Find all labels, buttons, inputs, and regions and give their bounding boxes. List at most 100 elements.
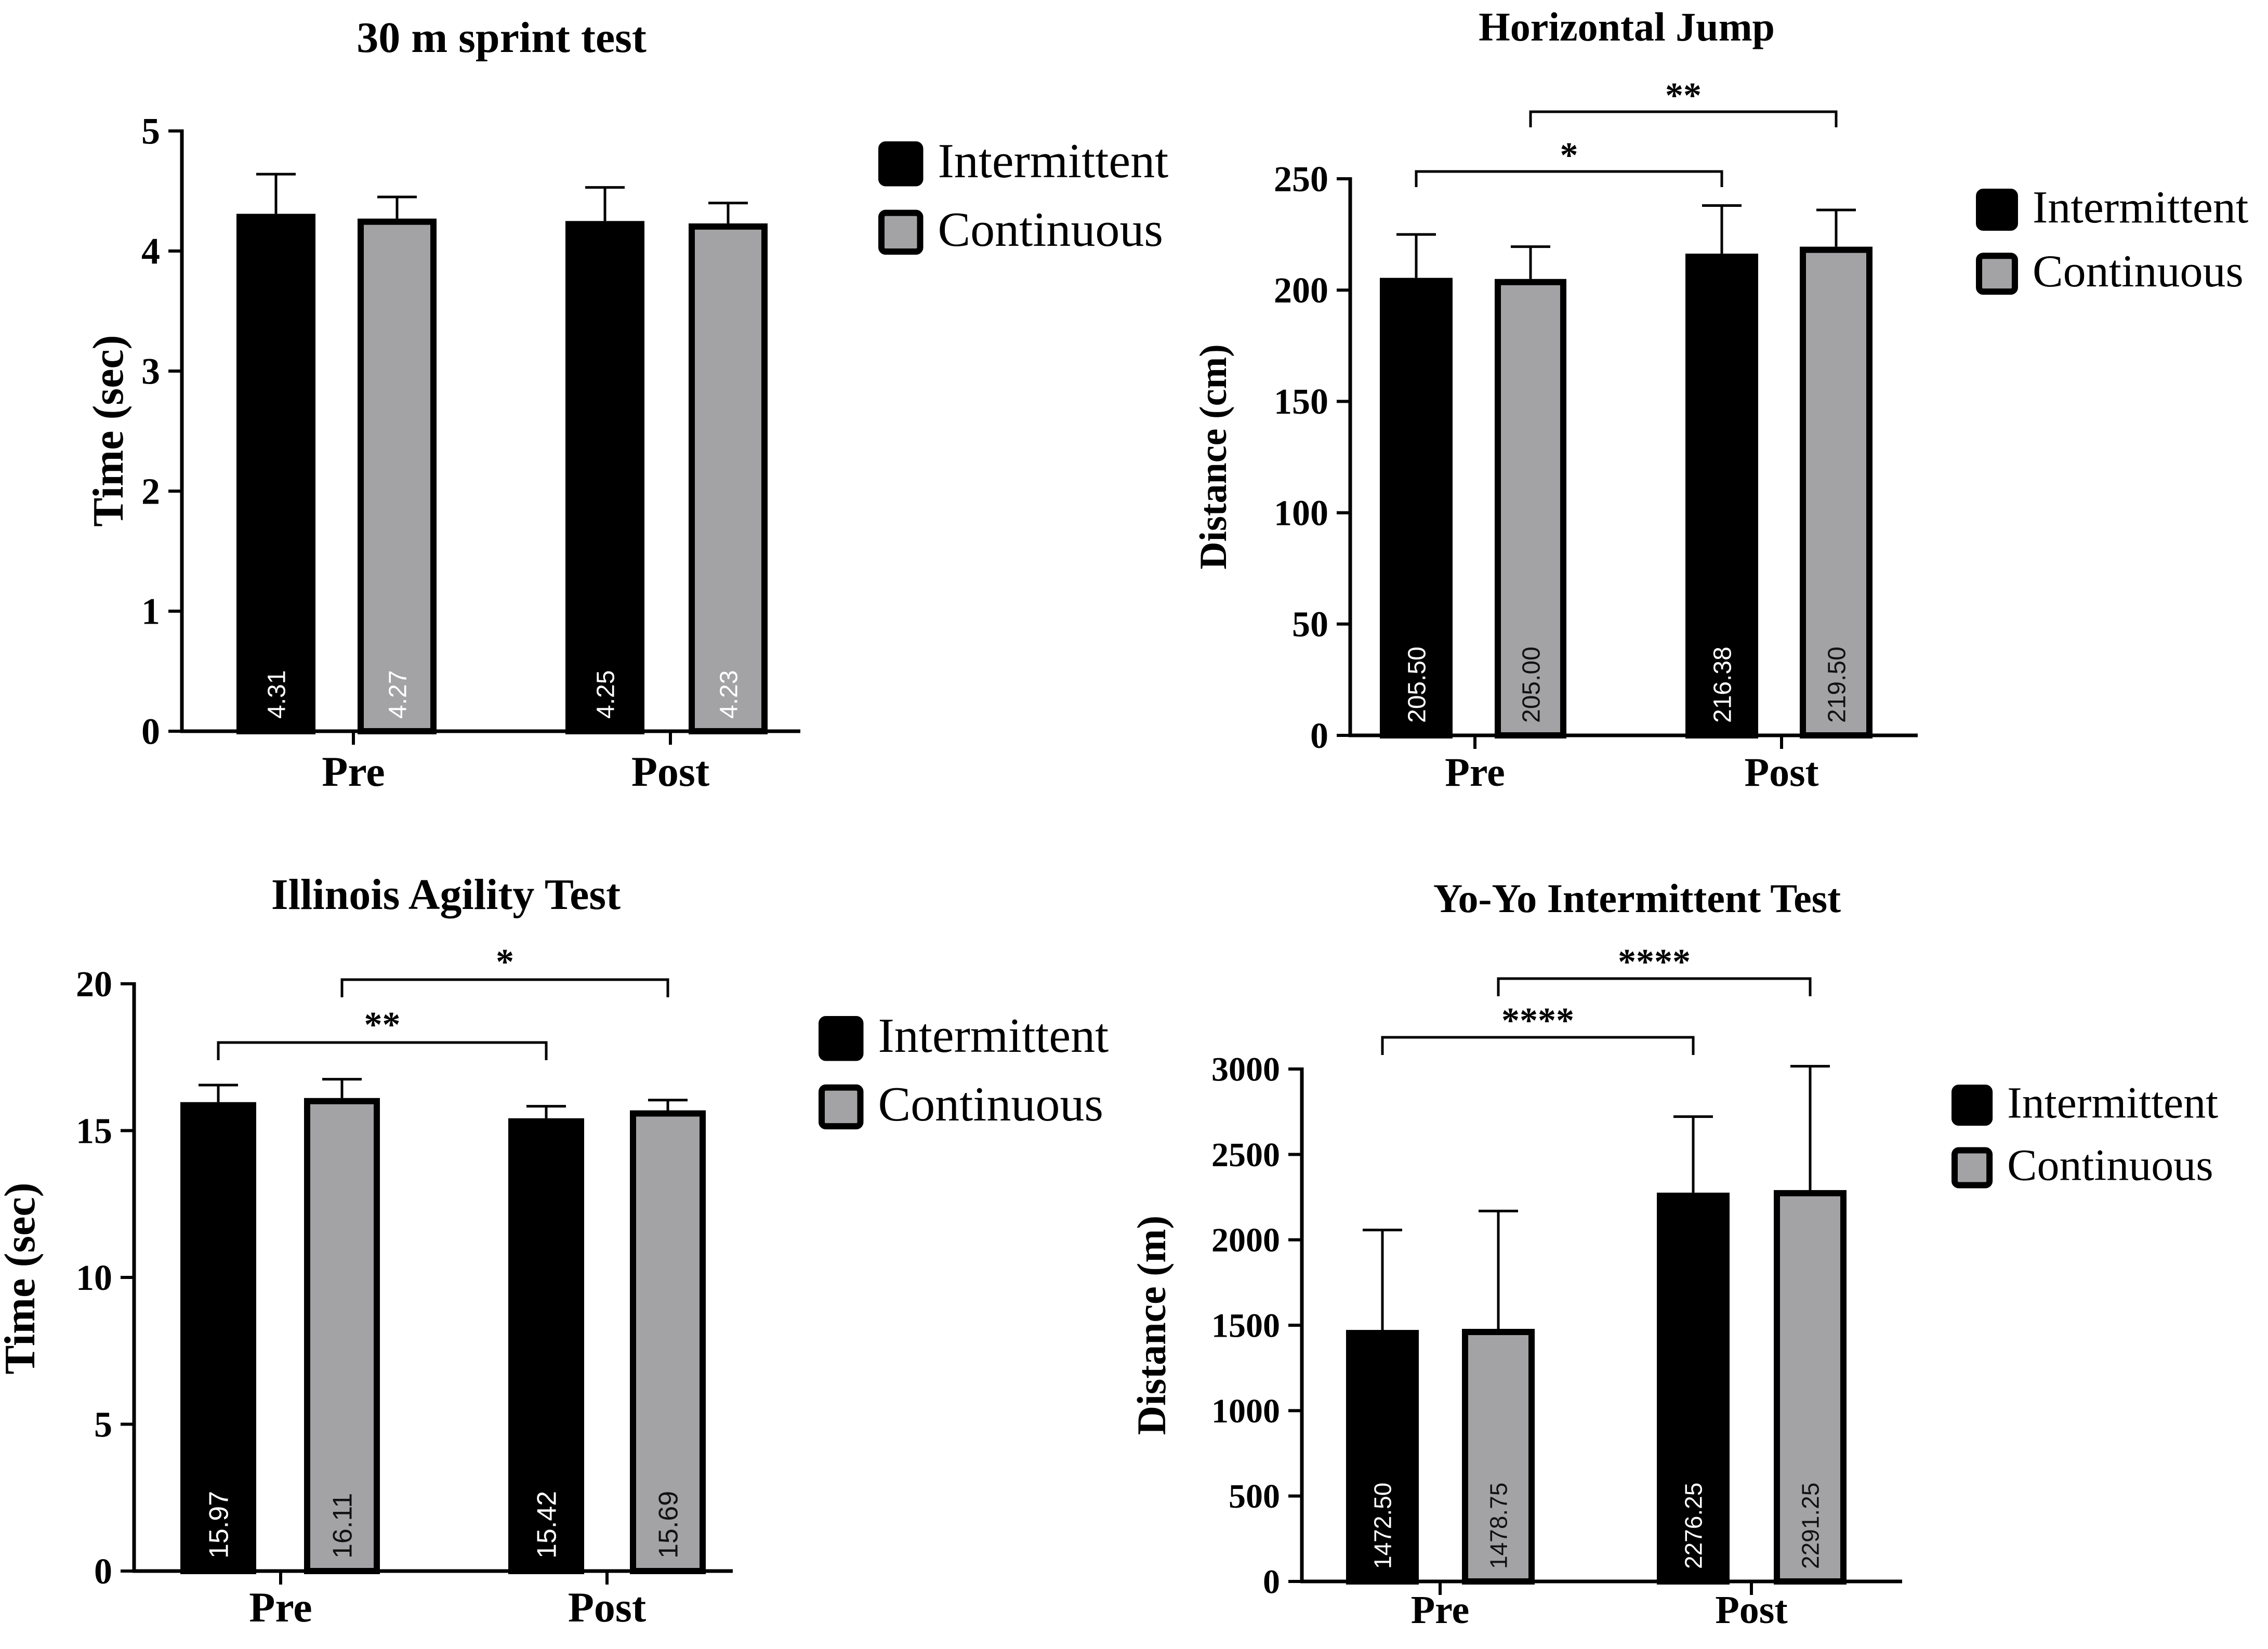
y-tick-label: 2 [141,470,160,512]
significance-bracket [1497,977,1812,996]
significance-label: **** [1501,1001,1574,1041]
significance-bracket [340,978,669,997]
data-label: 219.50 [1823,647,1851,723]
legend-label: Continuous [878,1077,1103,1131]
significance-bracket [1381,1036,1695,1055]
y-tick-label: 2500 [1211,1136,1280,1174]
y-tick-label: 1 [141,590,160,632]
chart-1: 30 m sprint test Time (sec) 0 1 2 3 4 5 4.31 4.27… [84,14,1168,795]
y-tick-label: 150 [1274,382,1328,422]
legend-label: Intermittent [2033,182,2248,233]
legend-swatch-intermittent [1951,1085,1993,1126]
data-label: 15.69 [654,1491,684,1559]
y-tick-label: 20 [76,965,112,1005]
legend-label: Intermittent [2007,1077,2218,1127]
bar-intermittent-pre [236,214,315,734]
chart-3: Illinois Agility Test Time (sec) 0 5 10 15 20 1… [0,870,1109,1631]
x-tick-label: Pre [1411,1588,1470,1632]
y-tick-label: 200 [1274,271,1328,311]
y-tick-label: 3 [141,350,160,392]
x-tick-label: Pre [249,1584,312,1631]
y-tick-label: 0 [1310,716,1328,756]
data-label: 4.31 [263,670,291,719]
bar-continuous-pre [304,1098,380,1574]
bar-continuous-pre [1462,1328,1535,1585]
y-tick-label: 5 [94,1405,112,1445]
y-tick-label: 10 [76,1258,112,1298]
legend-swatch-intermittent [878,141,924,187]
chart-title: Yo-Yo Intermittent Test [1433,876,1841,921]
bar-continuous-post [630,1110,706,1574]
data-label: 205.00 [1518,647,1545,723]
significance-bracket [217,1041,548,1060]
legend-swatch-continuous [878,209,924,255]
legend-label: Intermittent [938,134,1168,188]
bar-continuous-post [689,223,768,734]
data-label: 205.50 [1403,647,1431,723]
legend-swatch-intermittent [819,1016,864,1061]
legend-swatch-intermittent [1976,189,2018,231]
y-axis-label: Distance (cm) [1192,344,1235,570]
x-tick-label: Pre [1445,749,1505,795]
data-label: 2291.25 [1797,1483,1824,1569]
data-label: 2276.25 [1680,1483,1707,1569]
y-tick-label: 0 [1263,1563,1280,1601]
y-axis-label: Distance (m) [1129,1216,1174,1435]
bar-continuous-pre [358,218,437,734]
significance-label: ** [1665,76,1702,116]
legend-label: Continuous [2033,246,2244,297]
legend-label: Continuous [2007,1140,2213,1190]
bar-intermittent-post [565,221,644,734]
data-label: 16.11 [328,1493,358,1559]
data-label: 15.42 [532,1491,562,1559]
y-tick-label: 100 [1274,493,1328,533]
bar-intermittent-post [1685,254,1758,738]
x-tick-label: Post [1745,749,1819,795]
data-label: 4.25 [592,670,619,719]
significance-label: **** [1618,942,1691,982]
significance-label: * [496,942,514,982]
y-tick-label: 0 [94,1552,112,1592]
legend-label: Continuous [938,203,1163,257]
y-axis-label: Time (sec) [84,335,133,526]
bar-intermittent-post [1657,1192,1730,1585]
significance-bracket [1415,170,1723,187]
x-tick-label: Post [631,748,709,795]
x-tick-label: Post [568,1584,646,1631]
y-tick-label: 5 [141,110,160,152]
bar-continuous-post [1800,246,1873,738]
bar-intermittent-pre [180,1102,256,1575]
chart-4: Yo-Yo Intermittent Test Distance (m) 0 500 1… [1129,876,2218,1632]
data-label: 4.23 [715,670,743,719]
y-tick-label: 50 [1292,605,1328,645]
y-tick-label: 500 [1229,1477,1280,1515]
y-tick-label: 3000 [1211,1050,1280,1088]
chart-title: Illinois Agility Test [271,870,621,919]
x-tick-label: Post [1715,1588,1787,1632]
legend-label: Intermittent [878,1009,1109,1063]
y-tick-label: 1500 [1211,1307,1280,1344]
data-label: 15.97 [204,1491,234,1559]
y-tick-label: 4 [141,230,160,272]
legend-swatch-continuous [819,1084,864,1130]
legend-swatch-continuous [1951,1147,1993,1189]
chart-title: 30 m sprint test [357,14,647,62]
significance-bracket [1529,110,1838,127]
bar-continuous-post [1774,1190,1847,1585]
y-tick-label: 0 [141,710,160,752]
data-label: 1472.50 [1369,1483,1396,1569]
y-tick-label: 250 [1274,160,1328,200]
y-tick-label: 2000 [1211,1221,1280,1259]
data-label: 1478.75 [1485,1483,1512,1569]
chart-2: Horizontal Jump Distance (cm) 0 50 100 150 200… [1192,4,2248,795]
legend-swatch-continuous [1976,253,2018,295]
significance-label: * [1560,136,1578,176]
y-axis-label: Time (sec) [0,1182,44,1374]
data-label: 216.38 [1709,647,1736,723]
x-tick-label: Pre [322,748,385,795]
chart-title: Horizontal Jump [1479,4,1775,49]
data-label: 4.27 [384,670,412,719]
y-tick-label: 15 [76,1111,112,1151]
y-tick-label: 1000 [1211,1392,1280,1430]
